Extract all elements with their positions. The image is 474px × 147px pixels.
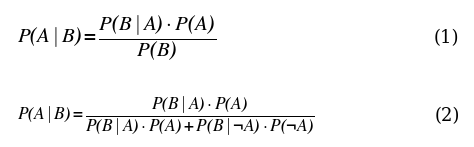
Text: $\mathbf{\mathit{P}(\mathit{A}\mid \mathit{B}) = \dfrac{\mathit{P}(\mathit{B}\mi: $\mathbf{\mathit{P}(\mathit{A}\mid \math… bbox=[17, 94, 315, 138]
Text: (2): (2) bbox=[434, 107, 459, 125]
Text: $\mathbf{\mathit{P}(\mathit{A}\mid \mathit{B}) = \dfrac{\mathit{P}(\mathit{B}\mi: $\mathbf{\mathit{P}(\mathit{A}\mid \math… bbox=[17, 14, 216, 63]
Text: (1): (1) bbox=[434, 29, 459, 47]
